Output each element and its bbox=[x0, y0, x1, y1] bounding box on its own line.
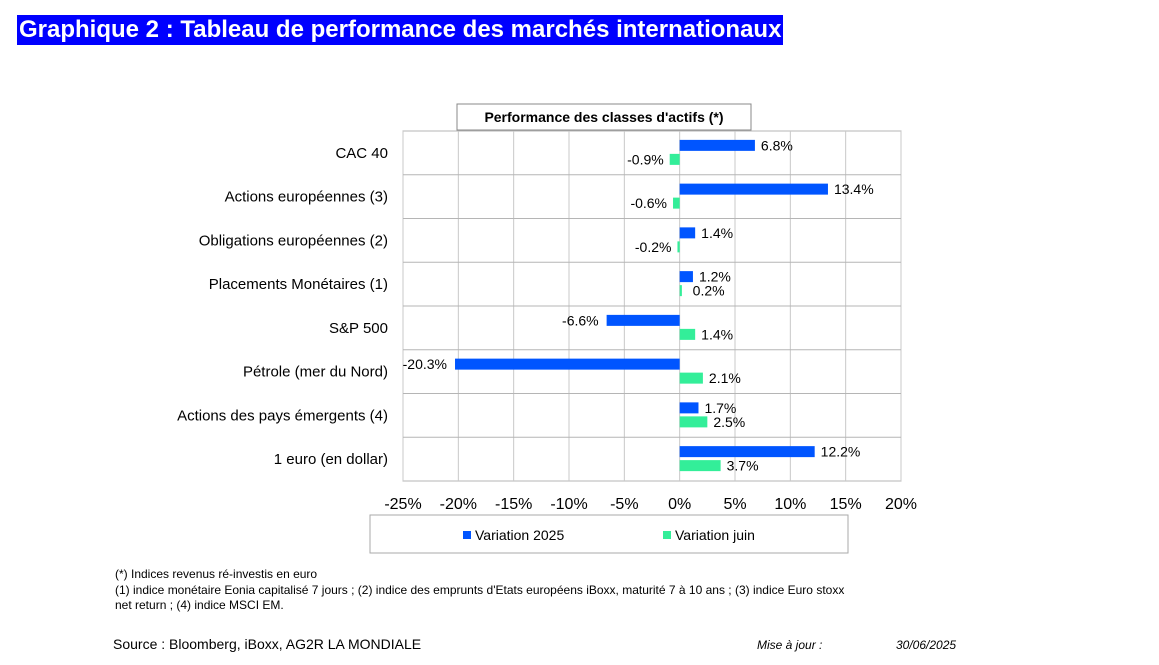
data-label: 6.8% bbox=[761, 137, 793, 153]
legend bbox=[369, 514, 849, 554]
bar-variation-2025 bbox=[679, 183, 828, 195]
x-tick-label: 10% bbox=[774, 496, 806, 513]
bar-variation-2025 bbox=[679, 402, 699, 414]
data-label: -0.6% bbox=[630, 195, 667, 211]
bar-variation-juin bbox=[679, 416, 708, 428]
category-label: S&P 500 bbox=[329, 320, 388, 337]
source-text: Source : Bloomberg, iBoxx, AG2R LA MONDI… bbox=[113, 636, 422, 652]
update-date: 30/06/2025 bbox=[896, 638, 957, 652]
data-label: 1.2% bbox=[699, 269, 731, 285]
page-title: Graphique 2 : Tableau de performance des… bbox=[17, 15, 784, 45]
bar-variation-2025 bbox=[679, 271, 693, 283]
data-label: 2.5% bbox=[713, 414, 745, 430]
bar-variation-juin bbox=[677, 241, 680, 253]
x-tick-label: 15% bbox=[830, 496, 862, 513]
x-tick-label: -25% bbox=[384, 496, 421, 513]
update-label: Mise à jour : bbox=[757, 638, 823, 652]
x-tick-label: 0% bbox=[668, 496, 691, 513]
category-label: Actions des pays émergents (4) bbox=[177, 407, 388, 424]
bar-variation-juin bbox=[673, 197, 680, 209]
bar-variation-2025 bbox=[679, 227, 696, 239]
bar-variation-2025 bbox=[455, 358, 680, 370]
bar-variation-2025 bbox=[679, 446, 815, 458]
bar-variation-juin bbox=[669, 153, 680, 165]
footnote-3: net return ; (4) indice MSCI EM. bbox=[115, 598, 284, 612]
category-label: Obligations européennes (2) bbox=[199, 232, 388, 249]
legend-swatch bbox=[663, 531, 671, 539]
category-label: Placements Monétaires (1) bbox=[209, 276, 388, 293]
chart-title: Performance des classes d'actifs (*) bbox=[484, 109, 723, 125]
bar-variation-juin bbox=[679, 285, 682, 297]
data-label: -20.3% bbox=[403, 356, 447, 372]
x-tick-label: 20% bbox=[885, 496, 917, 513]
x-tick-label: -15% bbox=[495, 496, 532, 513]
footnote-1: (*) Indices revenus ré-investis en euro bbox=[115, 567, 318, 581]
bar-variation-juin bbox=[679, 372, 703, 384]
data-label: 12.2% bbox=[821, 444, 861, 460]
category-label: Actions européennes (3) bbox=[225, 189, 388, 206]
data-label: 1.4% bbox=[701, 225, 733, 241]
data-label: 3.7% bbox=[727, 458, 759, 474]
chart-title-box bbox=[456, 103, 752, 131]
category-label: 1 euro (en dollar) bbox=[274, 451, 388, 468]
legend-label: Variation 2025 bbox=[475, 527, 564, 543]
data-label: 1.4% bbox=[701, 326, 733, 342]
legend-swatch bbox=[463, 531, 471, 539]
x-tick-label: 5% bbox=[723, 496, 746, 513]
x-tick-label: -10% bbox=[550, 496, 587, 513]
data-label: -0.2% bbox=[635, 239, 672, 255]
data-label: 1.7% bbox=[704, 400, 736, 416]
legend-label: Variation juin bbox=[675, 527, 755, 543]
bar-variation-juin bbox=[679, 328, 696, 340]
category-label: CAC 40 bbox=[335, 145, 388, 162]
data-label: 2.1% bbox=[709, 370, 741, 386]
category-label: Pétrole (mer du Nord) bbox=[243, 364, 388, 381]
footnote-2: (1) indice monétaire Eonia capitalisé 7 … bbox=[115, 583, 845, 597]
data-label: -0.9% bbox=[627, 151, 664, 167]
bar-variation-juin bbox=[679, 460, 721, 472]
x-tick-label: -5% bbox=[610, 496, 638, 513]
x-tick-label: -20% bbox=[440, 496, 477, 513]
bar-variation-2025 bbox=[606, 314, 680, 326]
data-label: 0.2% bbox=[693, 283, 725, 299]
data-label: -6.6% bbox=[562, 312, 599, 328]
bar-variation-2025 bbox=[679, 139, 755, 151]
data-label: 13.4% bbox=[834, 181, 874, 197]
